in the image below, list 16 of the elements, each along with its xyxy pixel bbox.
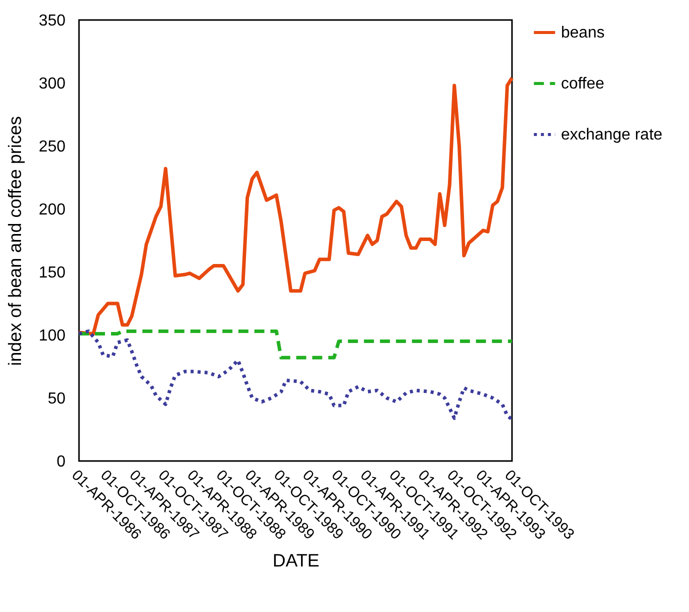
legend-label: coffee: [561, 76, 604, 92]
legend-label: exchange rate: [561, 126, 663, 144]
y-tick-label: 50: [48, 390, 66, 408]
line-series: [77, 76, 514, 336]
y-tick-label: 200: [38, 202, 66, 218]
y-tick-label: 150: [38, 264, 66, 282]
y-tick-label: 100: [38, 328, 66, 344]
y-tick-label: 250: [38, 138, 66, 156]
legend-label: beans: [561, 24, 605, 42]
y-tick-label: 300: [38, 76, 66, 92]
y-tick-label: 0: [56, 454, 66, 470]
y-tick-label: 350: [38, 12, 66, 30]
y-axis-title: index of bean and coffee prices: [4, 116, 25, 366]
line-series: [77, 329, 514, 422]
line-series: [77, 329, 514, 360]
x-axis-title: DATE: [272, 550, 320, 570]
